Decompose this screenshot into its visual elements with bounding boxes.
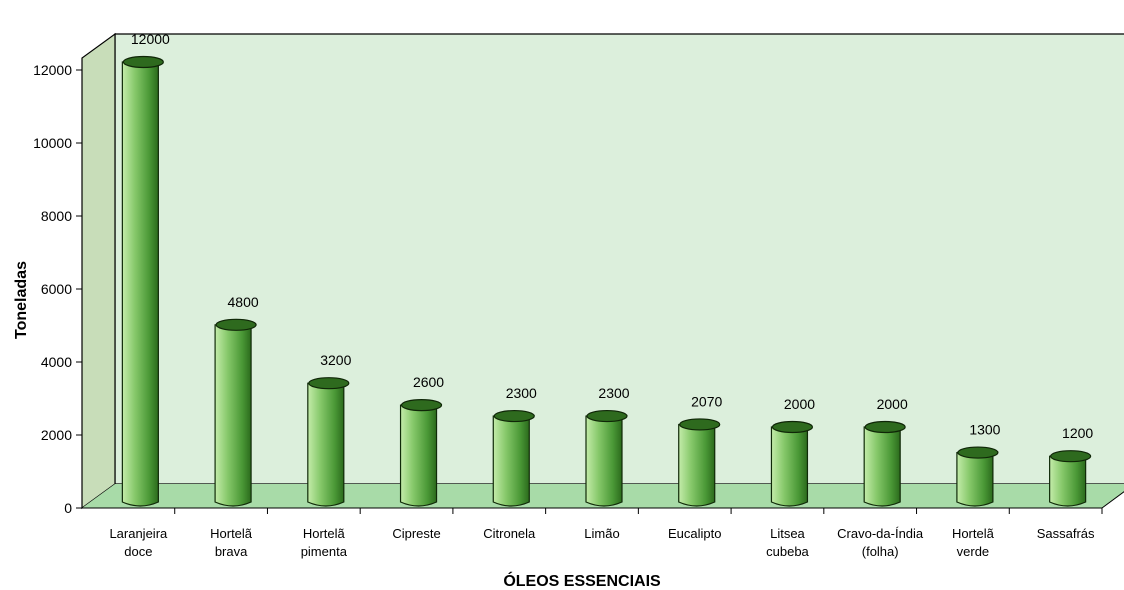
bar-top [771,420,814,434]
y-tick-label: 2000 [41,427,72,443]
x-axis-title: ÓLEOS ESSENCIAIS [503,571,661,590]
x-tick-label: Cravo-da-Índia [837,526,924,541]
bar-body [1049,455,1087,507]
y-axis-title: Toneladas [13,261,30,339]
bar-body [214,324,252,507]
data-label: 2300 [506,385,537,401]
bar [863,420,906,507]
y-tick-label: 10000 [33,135,72,151]
x-tick-label: Sassafrás [1037,526,1095,541]
data-label: 2070 [691,393,722,409]
bar-top [586,409,628,423]
labels: 12000 Laranjeira doce 4800 Hortelã brava 3200 H… [109,31,1095,559]
bar-top [400,399,443,412]
bar [585,409,628,507]
y-tick-label: 4000 [41,354,72,370]
bar [770,420,814,507]
y-tick-label: 0 [64,500,72,516]
x-tick-label: Hortelã [303,526,346,541]
bar-body [770,426,809,507]
x-tick-label: cubeba [766,544,809,559]
bar-body [307,382,345,507]
data-label: 2300 [598,385,629,401]
x-tick-label: verde [957,544,990,559]
x-tick-label: Hortelã [952,526,995,541]
x-tick-label: Hortelã [210,526,253,541]
bar [214,318,257,507]
bar [121,55,164,507]
x-tick-label: Laranjeira [109,526,168,541]
bar-body [956,451,994,507]
bar-body [399,404,438,507]
data-label: 4800 [228,294,259,310]
y-tick-label: 8000 [41,208,72,224]
x-tick-label: Cipreste [392,526,440,541]
bar-top [122,55,164,69]
bar-top [215,318,257,331]
bar [307,377,350,507]
bar [678,418,721,507]
x-tick-label: Litsea [770,526,805,541]
bar-top [957,446,999,459]
data-label: 1300 [969,422,1000,438]
bar-body [492,415,530,507]
bar-body [121,61,159,507]
x-tick-label: (folha) [862,544,899,559]
data-label: 2000 [784,396,815,412]
bar-body [678,423,716,507]
x-tick-label: pimenta [301,544,348,559]
x-tick-label: Limão [584,526,619,541]
bar-top [308,377,350,390]
bar [956,446,999,507]
data-label: 2000 [877,396,908,412]
x-tick-label: doce [124,544,152,559]
bar-top [1050,450,1092,463]
data-label: 2600 [413,374,444,390]
bar-top [679,418,721,431]
bar-body [585,415,623,507]
x-axis-depth-line [1101,491,1124,509]
x-tick-label: brava [215,544,248,559]
axes: 0 2000 4000 6000 8000 10000 12000 [33,58,1124,516]
bar-top [864,420,906,434]
x-tick-label: Citronela [483,526,536,541]
bar-top [493,409,535,423]
bar [399,399,443,507]
bar [492,409,535,507]
bar-body [863,426,901,507]
y-tick-label: 6000 [41,281,72,297]
side-wall [81,32,116,510]
bar [1049,450,1092,507]
x-tick-label: Eucalipto [668,526,721,541]
y-tick-label: 12000 [33,62,72,78]
data-label: 3200 [320,352,351,368]
data-label: 12000 [131,31,170,47]
bars [121,55,1092,507]
data-label: 1200 [1062,425,1093,441]
